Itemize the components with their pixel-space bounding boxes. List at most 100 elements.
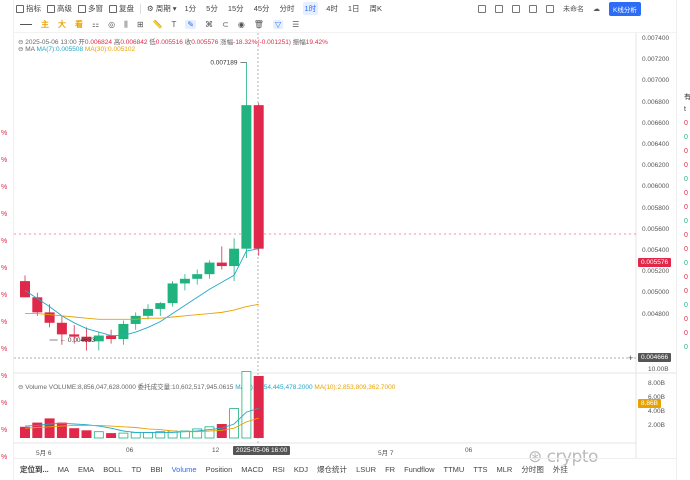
fullscreen-icon[interactable] [512, 5, 520, 13]
settings-icon[interactable] [478, 5, 486, 13]
target-tool-icon[interactable]: ◎ [108, 20, 116, 29]
indicator--[interactable]: 爆仓统计 [317, 465, 348, 474]
chevron-down-icon: ▾ [172, 4, 177, 13]
candle-body [204, 262, 215, 275]
tf-45m[interactable]: 45分 [253, 4, 270, 13]
toolbar-replay[interactable]: 复盘 [109, 3, 134, 14]
collapse-ma-icon[interactable]: ⊖ [18, 46, 24, 53]
indicator-ema[interactable]: EMA [78, 465, 95, 474]
candle-body [143, 308, 153, 316]
eye-tool-icon[interactable]: ◉ [237, 20, 245, 29]
toolbar-period[interactable]: ⚙ 周期 ▾ [147, 3, 177, 14]
cloud-icon[interactable]: ☁ [593, 6, 600, 13]
volume-bar [216, 424, 227, 438]
layout-icon[interactable] [529, 5, 537, 13]
trash-tool-icon[interactable]: 🗑 [253, 20, 264, 29]
ma-label: MA [25, 46, 35, 53]
line-tool-icon[interactable] [20, 24, 32, 25]
indicator-boll[interactable]: BOLL [103, 465, 123, 474]
x-label-06: 06 [126, 447, 134, 454]
right-strip-item: 0 [684, 204, 688, 211]
big-tool[interactable]: 大 [58, 20, 66, 29]
indicator-tts[interactable]: TTS [473, 465, 488, 474]
magnet-tool-icon[interactable]: ⊂ [222, 20, 229, 29]
indicator-macd[interactable]: MACD [241, 465, 264, 474]
ruler-tool-icon[interactable]: 📏 [152, 20, 163, 29]
indicator-ttmu[interactable]: TTMU [443, 465, 465, 474]
candle-body [93, 335, 104, 342]
tf-1m[interactable]: 1分 [184, 4, 197, 13]
brush-tool-icon[interactable]: ✎ [185, 20, 197, 29]
indicator--[interactable]: 定位到... [20, 465, 49, 474]
indicator-bbi[interactable]: BBI [150, 465, 163, 474]
change-label: 涨幅 [220, 39, 234, 46]
candle-body [253, 105, 264, 249]
right-strip-item: 0 [684, 260, 688, 267]
tf-1d[interactable]: 1日 [347, 4, 360, 13]
high-label: 高 [113, 39, 121, 46]
toolbar-advanced-label: 高级 [57, 4, 72, 13]
candle-body [241, 105, 252, 249]
close-value: 0.005576 [191, 39, 219, 46]
x-label-may7: 5月 7 [378, 450, 394, 457]
candle-body [216, 262, 227, 267]
candle-body [118, 323, 129, 339]
volume-bar [20, 426, 30, 438]
volume-tick-label: 10.00B [648, 366, 669, 373]
drawing-toolbar: 主 大 看 ⚏ ◎ ⫼ ⊞ 📏 T ✎ ⌘ ⊂ ◉ 🗑 ▽ ☰ [14, 17, 676, 33]
open-value: 0.006824 [84, 39, 113, 46]
tf-15m[interactable]: 15分 [227, 4, 244, 13]
candle-body [69, 334, 80, 337]
vol-ma10-value: MA(10):2,853,809,362.7000 [314, 384, 396, 391]
collapse-volume-icon[interactable]: ⊖ [18, 384, 24, 391]
camera-icon[interactable] [495, 5, 503, 13]
pattern-tool-icon[interactable]: ⚏ [92, 20, 100, 29]
right-strip-item: t [684, 106, 686, 113]
volume-badge: 8.86B [638, 399, 661, 408]
measure-tool-icon[interactable]: ⊞ [136, 20, 144, 29]
tf-1h[interactable]: 1时 [302, 2, 319, 15]
indicator-fr[interactable]: FR [385, 465, 396, 474]
watermark-logo: ⊛ crypto [528, 447, 598, 467]
replay-icon [109, 4, 117, 13]
tf-5m[interactable]: 5分 [206, 4, 218, 13]
tf-timeline[interactable]: 分时 [279, 4, 295, 13]
toolbar-advanced[interactable]: 高级 [47, 3, 72, 14]
text-tool-icon[interactable]: T [171, 20, 177, 29]
left-strip-item: % [1, 427, 8, 434]
indicator-rsi[interactable]: RSI [272, 465, 285, 474]
lock-tool-icon[interactable]: ⌘ [205, 20, 214, 29]
list-tool-icon[interactable]: ☰ [292, 20, 300, 29]
indicator--[interactable]: 分时图 [521, 465, 544, 474]
watch-tool[interactable]: 看 [75, 20, 83, 29]
right-strip-item: 0 [684, 344, 688, 351]
indicator-mlr[interactable]: MLR [496, 465, 513, 474]
ma-info-row: ⊖ MA MA(7):0.005508 MA(30):0.005102 [18, 45, 135, 53]
candle-body [106, 335, 117, 339]
filter-tool-icon[interactable]: ▽ [272, 20, 284, 29]
save-icon[interactable] [546, 5, 554, 13]
indicator-kdj[interactable]: KDJ [293, 465, 309, 474]
crosshair-price-badge: 0.004666 [638, 353, 672, 362]
main-tool[interactable]: 主 [41, 20, 49, 29]
bars-tool-icon[interactable]: ⫼ [124, 19, 128, 29]
indicator--[interactable]: 外挂 [552, 465, 568, 474]
indicator-fundflow[interactable]: Fundflow [404, 465, 435, 474]
tf-1w[interactable]: 周K [369, 4, 383, 13]
volume-bar [229, 408, 240, 439]
collapse-icon[interactable]: ⊖ [18, 39, 24, 46]
toolbar-indicator[interactable]: 指标 [16, 3, 41, 14]
high-marker-label: 0.007189 [210, 59, 237, 66]
low-value: 0.005516 [155, 39, 183, 46]
indicator-position[interactable]: Position [205, 465, 233, 474]
indicator-ma[interactable]: MA [57, 465, 70, 474]
layout-name[interactable]: 未命名 [563, 6, 584, 13]
tf-4h[interactable]: 4时 [326, 4, 338, 13]
k-analysis-button[interactable]: K线分析 [609, 2, 641, 16]
indicator-volume[interactable]: Volume [171, 465, 197, 474]
ma30-line [25, 303, 259, 320]
indicator-lsur[interactable]: LSUR [356, 465, 377, 474]
toolbar-multi-window[interactable]: 多窗 [78, 3, 103, 14]
indicator-td[interactable]: TD [131, 465, 142, 474]
